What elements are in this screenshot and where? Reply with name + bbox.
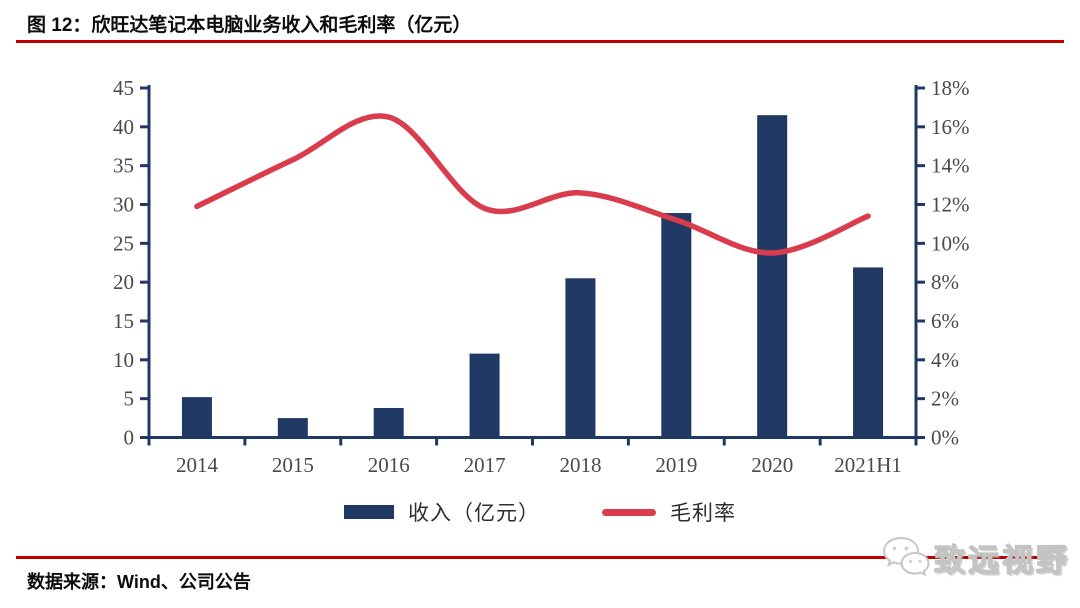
data-source: 数据来源：Wind、公司公告 <box>27 572 251 592</box>
bar-2016 <box>373 407 404 438</box>
bar-2019 <box>661 213 692 438</box>
x-axis-label-2014: 2014 <box>176 453 219 477</box>
combo-chart-canvas: 0 5 10 15 20 25 30 35 40 45 0% 2% 4% 6% 8% 10% 12% 14% 16%… <box>113 76 970 477</box>
right-axis-tick-label: 2% <box>931 387 959 411</box>
left-axis-tick-label: 20 <box>113 270 134 294</box>
left-axis-tick-label: 5 <box>124 387 135 411</box>
right-axis-tick-label: 18% <box>931 76 970 100</box>
left-axis-tick-label: 0 <box>124 426 135 450</box>
right-axis-tick-label: 8% <box>931 270 959 294</box>
legend-label-margin: 毛利率 <box>670 501 736 525</box>
right-axis-tick-label: 0% <box>931 426 959 450</box>
legend-item-revenue: 收入（亿元） <box>344 497 540 527</box>
right-axis-tick-label: 4% <box>931 348 959 372</box>
left-axis-tick-label: 40 <box>113 115 134 139</box>
watermark-text: 致远视野 <box>933 542 1070 578</box>
x-axis-label-2016: 2016 <box>368 453 410 477</box>
footer-divider <box>16 556 1064 559</box>
chart-legend: 收入（亿元） 毛利率 <box>0 497 1080 527</box>
bar-2018 <box>565 278 596 438</box>
x-axis-label-2019: 2019 <box>655 453 697 477</box>
bar-2015 <box>277 418 308 438</box>
legend-label-revenue: 收入（亿元） <box>408 501 540 525</box>
chat-bubbles-icon <box>882 536 930 577</box>
bar-2021H1 <box>853 267 884 438</box>
figure-title: 图 12：欣旺达笔记本电脑业务收入和毛利率（亿元） <box>27 15 472 36</box>
legend-line-swatch <box>602 508 656 516</box>
gross-margin-line <box>194 113 871 256</box>
x-axis-label-2018: 2018 <box>559 453 601 477</box>
bar-2014 <box>181 397 212 438</box>
legend-item-margin: 毛利率 <box>602 497 736 527</box>
legend-bar-swatch <box>344 505 394 519</box>
bar-2020 <box>757 115 788 438</box>
left-axis-tick-label: 25 <box>113 231 134 255</box>
right-axis-tick-label: 6% <box>931 309 959 333</box>
left-axis-tick-label: 15 <box>113 309 134 333</box>
watermark: 致远视野 <box>880 531 1070 583</box>
x-axis-label-2020: 2020 <box>751 453 793 477</box>
right-axis-tick-label: 14% <box>931 154 970 178</box>
x-axis-label-2021H1: 2021H1 <box>834 453 902 477</box>
left-axis-tick-label: 30 <box>113 193 134 217</box>
right-axis-tick-label: 16% <box>931 115 970 139</box>
left-axis-tick-label: 10 <box>113 348 134 372</box>
x-axis-label-2017: 2017 <box>464 453 506 477</box>
left-axis-tick-label: 45 <box>113 76 134 100</box>
left-axis-tick-label: 35 <box>113 154 134 178</box>
title-divider <box>16 40 1064 43</box>
right-axis-tick-label: 12% <box>931 193 970 217</box>
bar-2017 <box>469 353 500 438</box>
x-axis-label-2015: 2015 <box>272 453 314 477</box>
right-axis-tick-label: 10% <box>931 231 970 255</box>
